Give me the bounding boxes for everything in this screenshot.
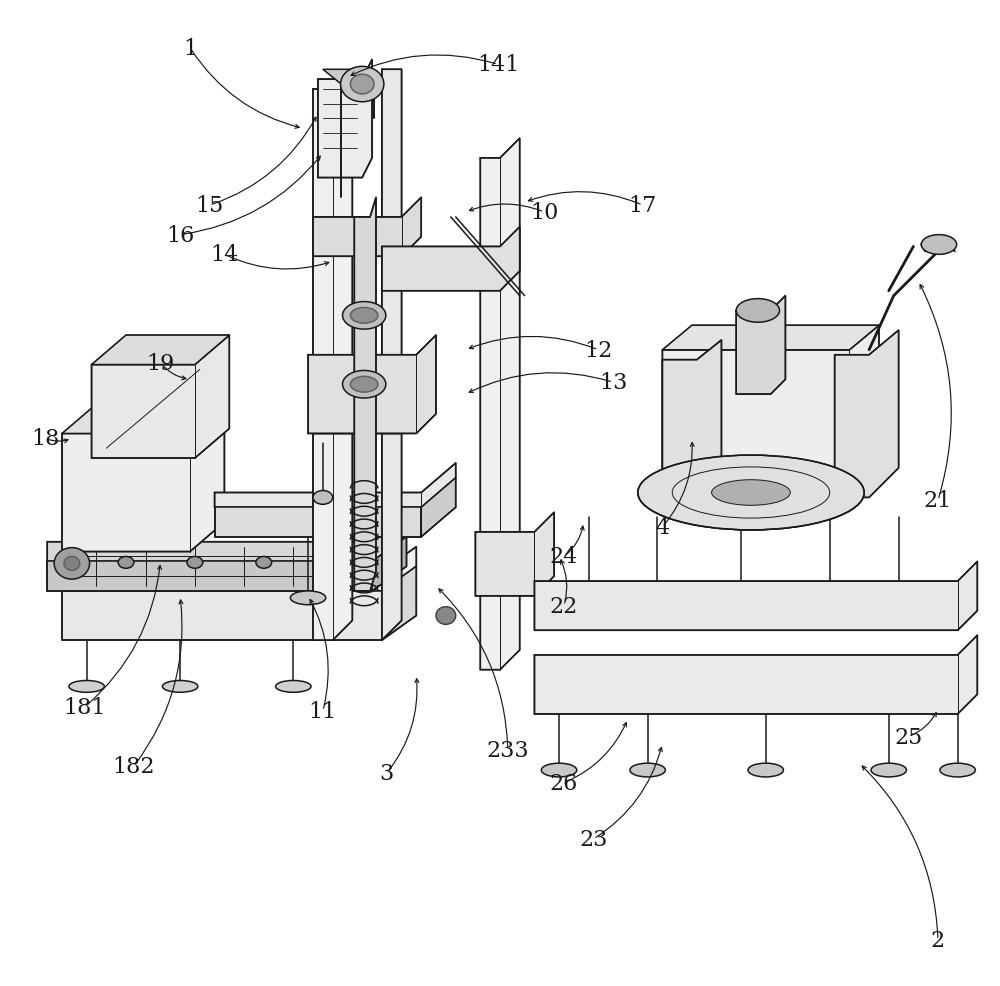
Text: 24: 24 <box>550 546 578 568</box>
Ellipse shape <box>290 592 326 605</box>
Ellipse shape <box>940 763 975 777</box>
Polygon shape <box>372 537 406 592</box>
Polygon shape <box>62 404 224 434</box>
Text: 26: 26 <box>550 772 578 794</box>
Polygon shape <box>534 562 977 631</box>
Polygon shape <box>475 513 554 597</box>
Polygon shape <box>47 562 372 592</box>
Ellipse shape <box>341 67 384 103</box>
Polygon shape <box>382 567 416 641</box>
Text: 18: 18 <box>31 428 59 450</box>
Polygon shape <box>736 297 785 394</box>
Ellipse shape <box>343 303 386 329</box>
Ellipse shape <box>630 763 665 777</box>
Polygon shape <box>313 198 421 257</box>
Ellipse shape <box>541 763 577 777</box>
Polygon shape <box>92 335 229 365</box>
Polygon shape <box>835 330 899 498</box>
Ellipse shape <box>69 680 104 692</box>
Ellipse shape <box>313 491 333 505</box>
Ellipse shape <box>64 557 80 571</box>
Ellipse shape <box>712 480 790 506</box>
Text: 23: 23 <box>579 828 608 850</box>
Text: 182: 182 <box>113 755 155 777</box>
Text: 14: 14 <box>210 245 239 266</box>
Polygon shape <box>534 636 977 714</box>
Polygon shape <box>382 228 520 292</box>
Ellipse shape <box>343 371 386 398</box>
Text: 12: 12 <box>584 339 613 362</box>
Polygon shape <box>382 70 402 641</box>
Text: 181: 181 <box>63 696 106 719</box>
Text: 11: 11 <box>309 700 337 723</box>
Polygon shape <box>480 139 520 669</box>
Text: 13: 13 <box>599 372 627 393</box>
Text: 2: 2 <box>931 930 945 951</box>
Text: 233: 233 <box>487 740 529 761</box>
Ellipse shape <box>276 680 311 692</box>
Text: 25: 25 <box>894 726 923 747</box>
Text: 16: 16 <box>166 225 194 246</box>
Ellipse shape <box>118 557 134 569</box>
Text: 1: 1 <box>183 37 197 59</box>
Text: 21: 21 <box>924 490 952 512</box>
Polygon shape <box>62 404 224 552</box>
Text: 141: 141 <box>477 54 519 76</box>
Polygon shape <box>421 478 456 537</box>
Polygon shape <box>215 463 456 508</box>
Polygon shape <box>318 60 372 178</box>
Polygon shape <box>47 518 406 562</box>
Polygon shape <box>62 592 382 641</box>
Ellipse shape <box>162 680 198 692</box>
Ellipse shape <box>350 377 378 392</box>
Ellipse shape <box>350 309 378 323</box>
Polygon shape <box>662 325 879 493</box>
Polygon shape <box>308 335 436 434</box>
Polygon shape <box>662 340 721 503</box>
Polygon shape <box>313 375 421 434</box>
Polygon shape <box>215 508 421 537</box>
Ellipse shape <box>871 763 906 777</box>
Polygon shape <box>662 325 879 350</box>
Text: 3: 3 <box>380 762 394 784</box>
Text: 22: 22 <box>550 596 578 617</box>
Text: 17: 17 <box>629 195 657 217</box>
Ellipse shape <box>921 236 957 255</box>
Ellipse shape <box>187 557 203 569</box>
Polygon shape <box>323 70 367 90</box>
Polygon shape <box>62 547 416 592</box>
Ellipse shape <box>736 300 780 322</box>
Ellipse shape <box>256 557 272 569</box>
Ellipse shape <box>350 75 374 95</box>
Ellipse shape <box>54 548 90 580</box>
Ellipse shape <box>638 456 864 530</box>
Text: 19: 19 <box>146 352 175 375</box>
Ellipse shape <box>436 607 456 625</box>
Text: 10: 10 <box>530 202 558 224</box>
Text: 15: 15 <box>196 195 224 217</box>
Polygon shape <box>313 70 352 641</box>
Polygon shape <box>92 335 229 458</box>
Ellipse shape <box>748 763 783 777</box>
Text: 4: 4 <box>655 517 669 538</box>
Polygon shape <box>354 198 376 592</box>
